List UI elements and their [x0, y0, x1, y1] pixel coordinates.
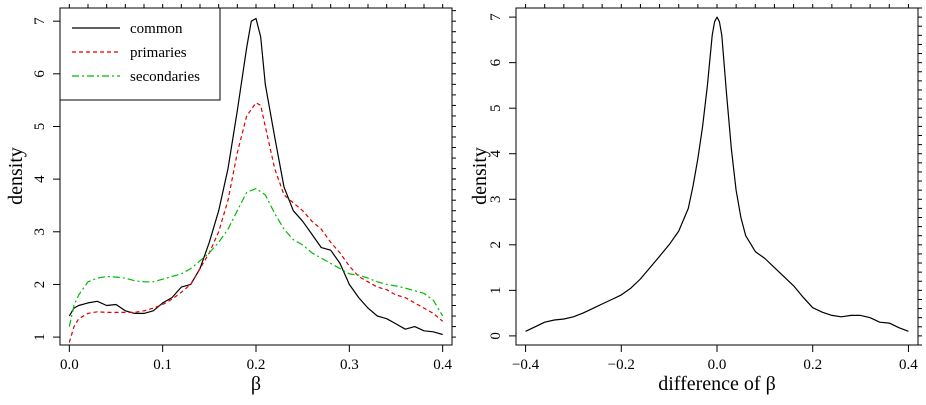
x-tick-label: −0.2	[608, 357, 635, 373]
y-tick-label: 7	[488, 13, 504, 21]
x-axis-label: β	[251, 373, 261, 395]
y-tick-label: 6	[32, 70, 48, 78]
x-tick-label: 0.0	[60, 357, 79, 373]
y-tick-label: 3	[488, 196, 504, 204]
y-tick-label: 2	[32, 281, 48, 289]
series-line-primaries	[68, 102, 444, 343]
y-tick-label: 4	[488, 149, 504, 157]
x-tick-label: 0.1	[153, 357, 172, 373]
y-axis-label: density	[5, 147, 27, 205]
y-tick-label: 6	[488, 58, 504, 66]
series-line-secondaries	[68, 188, 444, 327]
y-tick-label: 3	[32, 228, 48, 236]
y-tick-label: 4	[32, 175, 48, 183]
legend-box	[59, 7, 221, 101]
legend-label-secondaries: secondaries	[130, 69, 200, 85]
x-tick-label: 0.2	[803, 357, 822, 373]
y-tick-label: 5	[488, 104, 504, 112]
y-tick-label: 1	[32, 333, 48, 341]
legend-label-common: common	[130, 21, 183, 37]
left-chart-panel: 0.0 0.1 0.2 0.3 0.4 1 2 3 4 5 6 7 β density common prim…	[5, 4, 456, 395]
series-line-common	[68, 17, 443, 336]
y-tick-label: 0	[488, 332, 504, 340]
legend-label-primaries: primaries	[130, 45, 187, 61]
x-tick-label: 0.0	[708, 357, 727, 373]
series-line-density	[525, 16, 909, 332]
right-chart-panel: −0.4 −0.2 0.0 0.2 0.4 0 1 2 3 4 5 6 7 difference of β…	[469, 4, 922, 395]
x-axis-label: difference of β	[658, 373, 776, 395]
y-tick-label: 1	[488, 287, 504, 295]
y-tick-label: 7	[32, 17, 48, 25]
x-tick-label: −0.4	[512, 357, 540, 373]
y-axis-label: density	[469, 147, 491, 205]
y-tick-label: 5	[32, 123, 48, 131]
plot-frame	[515, 7, 919, 346]
y-tick-label: 2	[488, 241, 504, 249]
x-tick-label: 0.4	[899, 357, 918, 373]
x-tick-label: 0.4	[433, 357, 452, 373]
x-tick-label: 0.3	[340, 357, 359, 373]
x-tick-label: 0.2	[247, 357, 266, 373]
